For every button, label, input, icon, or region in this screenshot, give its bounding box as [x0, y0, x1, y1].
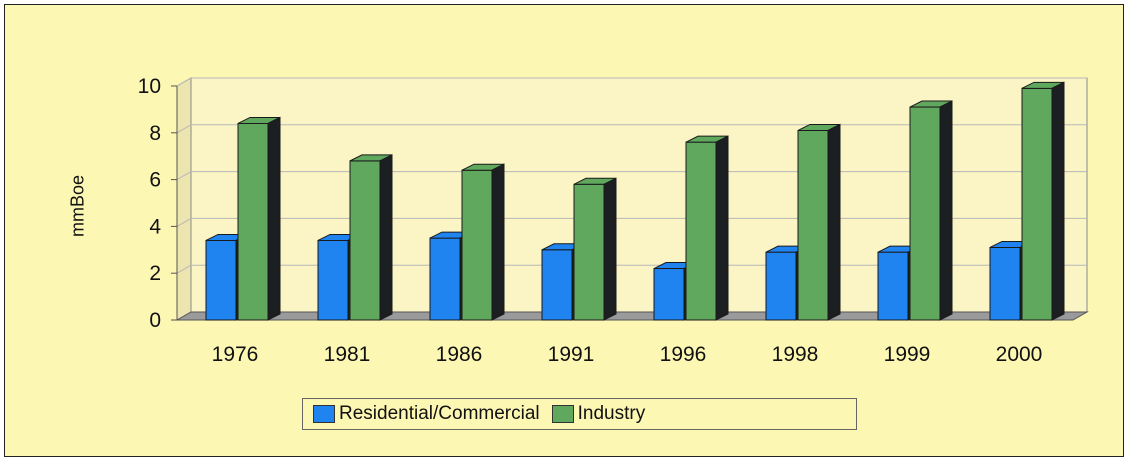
x-tick-label: 1999: [884, 343, 931, 366]
bar-front: [653, 268, 685, 321]
x-tick-label: 1986: [436, 343, 483, 366]
x-tick-label: 1981: [324, 343, 371, 366]
bar-side: [603, 177, 617, 321]
legend-swatch-industry: [551, 405, 574, 423]
bar-industry-2000: [1021, 81, 1065, 321]
bar-front: [573, 183, 605, 321]
bar-side: [379, 154, 393, 321]
bar-front: [1021, 87, 1053, 321]
bar-side: [827, 123, 841, 321]
bar-front: [461, 169, 493, 321]
x-tick-label: 1996: [660, 343, 707, 366]
bar-industry-1976: [237, 116, 281, 321]
y-tick-label: 4: [149, 215, 161, 238]
bar-side: [491, 163, 505, 321]
bar-front: [317, 239, 349, 321]
legend-item-residential: Residential/Commercial: [313, 403, 540, 425]
side-wall: [176, 77, 192, 321]
legend-swatch-residential: [313, 405, 335, 423]
bar-side: [939, 100, 953, 321]
bar-side: [267, 116, 281, 321]
legend: Residential/Commercial Industry: [302, 398, 857, 430]
bar-industry-1981: [349, 154, 393, 321]
bar-industry-1986: [461, 163, 505, 321]
bar-front: [429, 237, 461, 321]
bar-side: [1051, 81, 1065, 321]
y-tick-label: 10: [138, 75, 161, 98]
gridline-side: [176, 77, 192, 87]
legend-label-residential: Residential/Commercial: [339, 403, 540, 424]
bar-industry-1996: [685, 135, 729, 321]
bar-industry-1991: [573, 177, 617, 321]
y-tick-label: 6: [149, 169, 161, 192]
gridline-side: [176, 171, 192, 181]
legend-label-industry: Industry: [577, 403, 646, 424]
y-tick-label: 8: [149, 122, 161, 145]
bar-industry-1999: [909, 100, 953, 321]
bar-front: [765, 251, 797, 321]
x-tick-label: 2000: [996, 343, 1043, 366]
legend-item-industry: Industry: [551, 403, 646, 425]
gridline-side: [176, 217, 192, 227]
bar-front: [989, 246, 1021, 321]
bar-front: [349, 160, 381, 321]
y-tick-label: 2: [149, 262, 161, 285]
x-tick-label: 1976: [212, 343, 259, 366]
gridline-side: [176, 124, 192, 134]
bar-front: [205, 239, 237, 321]
bar-front: [909, 106, 941, 321]
bar-industry-1998: [797, 123, 841, 321]
bar-side: [715, 135, 729, 321]
y-tick-label: 0: [149, 309, 161, 332]
bar-chart: 0 2 4 6 8 10 1976 1981 1986 1991 1996 1998 1999 2000: [138, 75, 1089, 366]
bar-front: [685, 141, 717, 321]
bar-front: [797, 129, 829, 321]
y-axis-label: mmBoe: [67, 174, 88, 238]
x-tick-label: 1991: [548, 343, 595, 366]
bar-front: [541, 249, 573, 321]
gridline-side: [176, 264, 192, 274]
bar-front: [877, 251, 909, 321]
chart-frame: 0 2 4 6 8 10 1976 1981 1986 1991 1996 1998 1999 2000…: [4, 4, 1124, 457]
x-tick-label: 1998: [772, 343, 819, 366]
bar-front: [237, 122, 269, 321]
